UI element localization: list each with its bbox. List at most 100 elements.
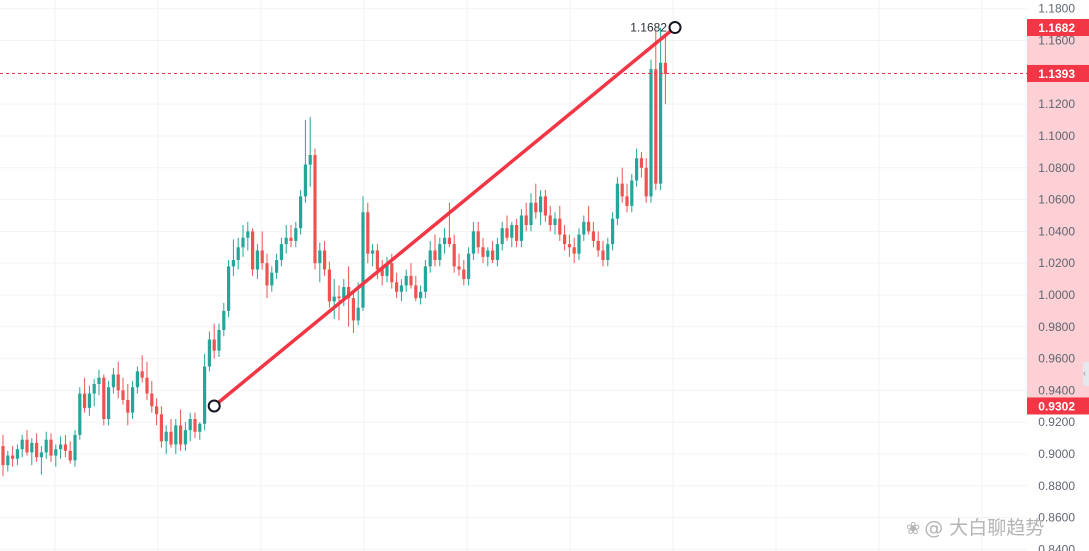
trend-start-handle[interactable] (207, 399, 221, 413)
price-label: 1.1682 (1038, 21, 1075, 35)
candle-body (251, 231, 255, 270)
candle-body (606, 244, 610, 260)
axis-price-labels: 1.1682 1.1393 0.9302 (1027, 19, 1089, 415)
axis-tick-label: 1.1800 (1038, 2, 1075, 16)
candle-body (601, 250, 605, 260)
candle-body (270, 272, 274, 286)
candle-body (294, 228, 298, 241)
candle-body (635, 158, 639, 181)
candle-body (140, 371, 144, 378)
candle-body (419, 291, 423, 299)
price-label: 0.9302 (1038, 399, 1075, 413)
candle-body (25, 439, 29, 453)
trend-line[interactable] (212, 25, 677, 408)
candle-body (260, 250, 264, 264)
axis-tick-label: 1.1600 (1038, 34, 1075, 48)
candle-body (87, 393, 91, 408)
candle-body (30, 442, 34, 453)
candle-body (519, 215, 523, 241)
candle-body (231, 259, 235, 267)
candle-body (457, 266, 461, 270)
candle-body (347, 287, 351, 299)
candle-body (467, 253, 471, 280)
candle-body (169, 431, 173, 445)
axis-tick-label: 1.0600 (1038, 193, 1075, 207)
axis-tick-label: 1.0000 (1038, 288, 1075, 302)
candle-body (15, 449, 19, 459)
candle-body (447, 237, 451, 245)
price-label-bg (1027, 397, 1089, 415)
candle-body (433, 250, 437, 260)
candle-body (558, 218, 562, 235)
axis-tick-label: 0.8400 (1038, 542, 1075, 551)
candle-body (92, 384, 96, 394)
price-range-band (1027, 27, 1089, 406)
candle-body (548, 215, 552, 226)
candle-body (308, 155, 312, 165)
candle-body (414, 285, 418, 299)
price-axis[interactable]: 1.18001.16001.14001.12001.10001.08001.06… (1027, 0, 1089, 551)
axis-tick-label: 1.1000 (1038, 129, 1075, 143)
candle-body (409, 275, 413, 286)
candle-body (174, 425, 178, 445)
candle-body (611, 218, 615, 245)
candle-body (438, 244, 442, 260)
candle-body (361, 212, 365, 308)
candle-body (97, 377, 101, 385)
candle-body (639, 158, 643, 168)
candle-body (188, 419, 192, 431)
candle-body (505, 228, 509, 238)
candle-body (68, 450, 72, 461)
candle-body (563, 234, 567, 245)
axis-scroll-handle[interactable]: ‹ (1083, 362, 1089, 386)
butterfly-icon: ❀ (906, 519, 921, 539)
candle-body (164, 431, 168, 442)
candle-body (203, 366, 207, 424)
trend-end-price-annotation: 1.1682 (630, 21, 667, 35)
candle-body (423, 266, 427, 292)
candle-body (131, 387, 135, 413)
candle-body (476, 231, 480, 248)
candle-body (529, 202, 533, 226)
candle-body (217, 329, 221, 351)
candle-body (428, 250, 432, 267)
candle-body (587, 221, 591, 232)
candle-body (539, 196, 543, 213)
candle-body (342, 287, 346, 299)
candle-body (150, 393, 154, 407)
watermark: ❀ @ 大白聊趋势 (906, 513, 1044, 540)
candle-body (107, 387, 111, 420)
candle-body (495, 244, 499, 260)
candle-body (659, 62, 663, 184)
axis-tick-label: 0.9000 (1038, 447, 1075, 461)
candle-body (255, 250, 259, 270)
candle-body (486, 250, 490, 257)
candle-body (78, 393, 82, 435)
candle-body (390, 263, 394, 283)
trend-end-handle[interactable] (668, 21, 682, 35)
candle-body (198, 423, 202, 432)
candle-body (385, 263, 389, 276)
candle-body (102, 377, 106, 420)
candle-body (399, 285, 403, 292)
candle-body (212, 339, 216, 351)
axis-tick-label: 0.9200 (1038, 415, 1075, 429)
candle-body (313, 155, 317, 264)
candle-body (356, 307, 360, 321)
candle-body (654, 69, 658, 184)
candle-body (327, 269, 331, 302)
candle-body (534, 202, 538, 213)
candle-body (644, 167, 648, 197)
candle-body (649, 69, 653, 197)
candle-body (524, 215, 528, 226)
candle-body (500, 228, 504, 245)
candle-body (44, 439, 48, 453)
candle-body (20, 439, 24, 450)
axis-tick-label: 0.9400 (1038, 383, 1075, 397)
candle-body (54, 449, 58, 456)
candle-body (371, 250, 375, 254)
candle-body (318, 250, 322, 264)
candle-body (275, 259, 279, 273)
candle-body (35, 442, 39, 458)
